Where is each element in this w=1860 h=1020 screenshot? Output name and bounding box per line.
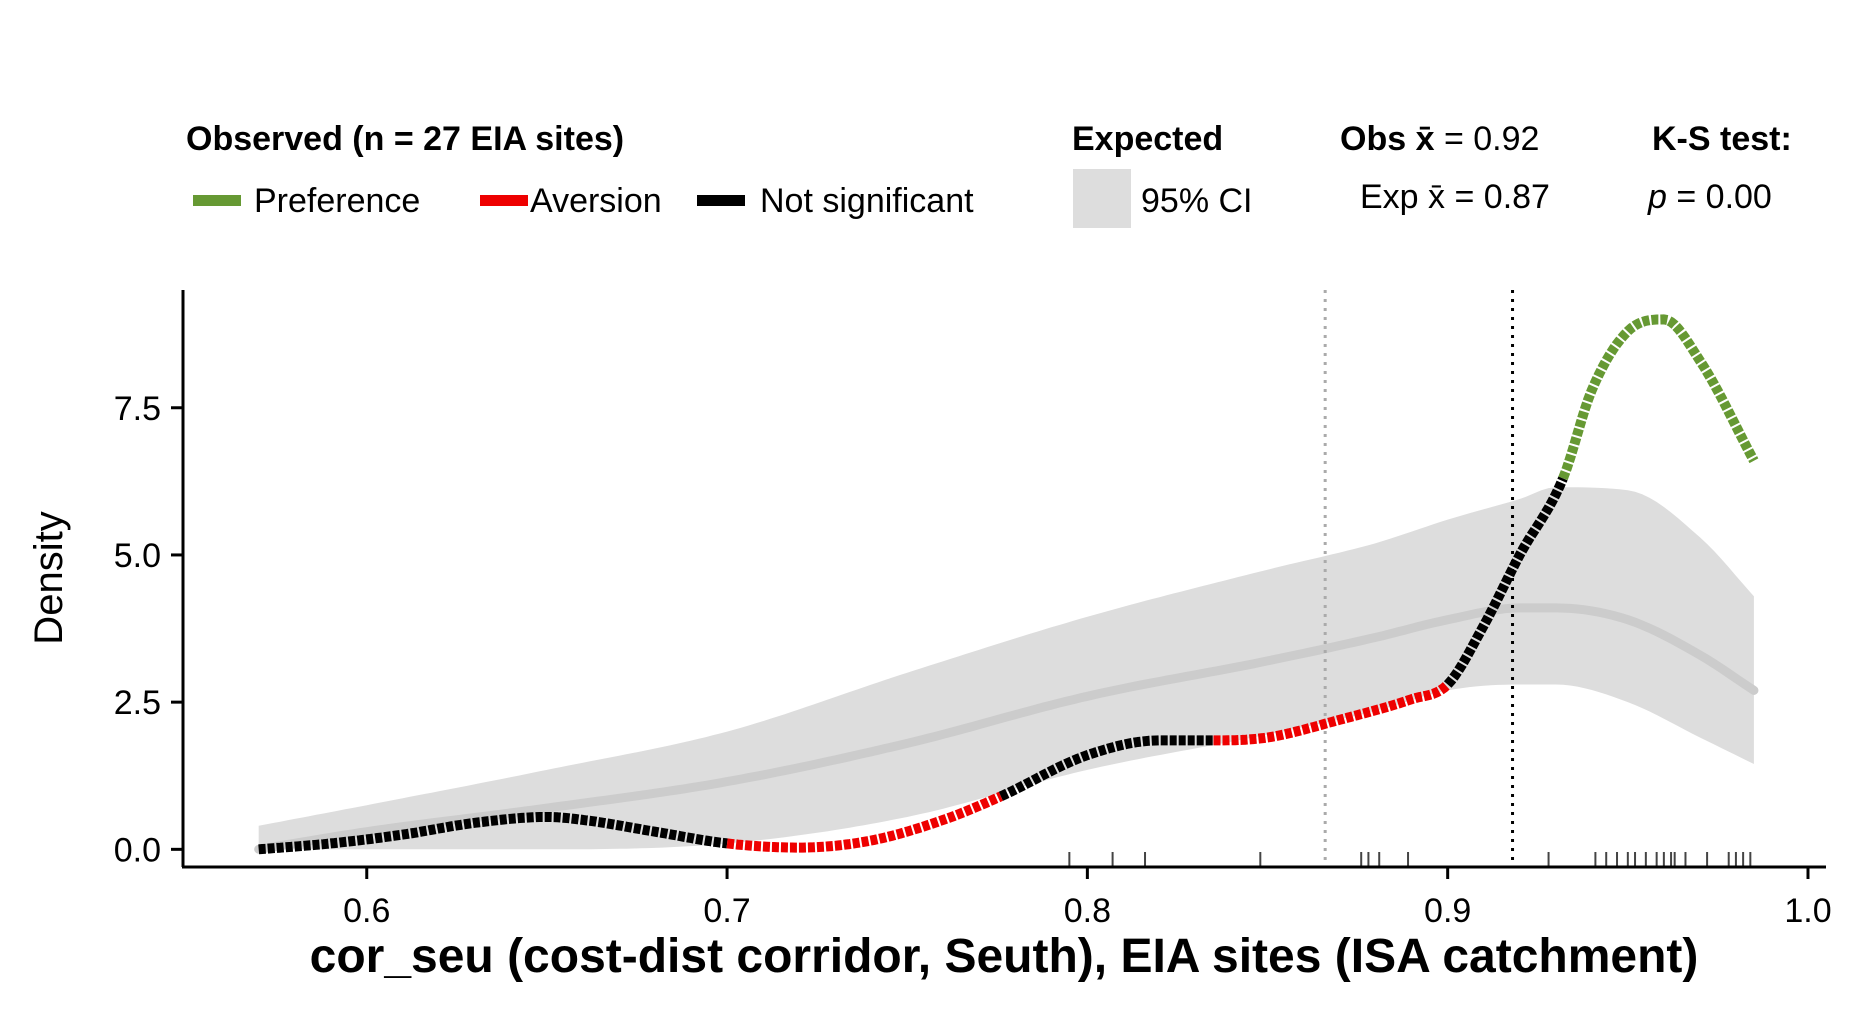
exp-mean-label: Exp x̄ = 0.87 (1360, 178, 1550, 216)
legend-swatch-aversion (480, 195, 528, 206)
ks-test-title: K-S test: (1652, 120, 1792, 158)
x-axis-title: cor_seu (cost-dist corridor, Seuth), EIA… (310, 930, 1699, 983)
legend-swatch-ci (1073, 169, 1131, 228)
observed-density-layer (257, 314, 1759, 855)
legend-label-preference: Preference (254, 182, 420, 220)
observed-segment-aversion (725, 791, 1003, 853)
x-tick-label: 0.6 (343, 892, 390, 930)
ci-band-layer (254, 487, 1759, 854)
observed-segment-not-significant (998, 735, 1215, 801)
expected-mean-line (254, 603, 1759, 854)
y-axis-title: Density (27, 511, 71, 644)
mean-lines-layer (1323, 290, 1515, 867)
y-tick-label: 5.0 (114, 537, 161, 575)
axes (181, 290, 1826, 869)
obs-mean-label: Obs x̄ = 0.92 (1340, 120, 1539, 158)
legend: Observed (n = 27 EIA sites) Preference A… (186, 120, 1792, 228)
y-tick-label: 2.5 (114, 684, 161, 722)
x-tick-label: 0.9 (1424, 892, 1471, 930)
x-tick-label: 0.8 (1064, 892, 1111, 930)
legend-label-ci: 95% CI (1141, 182, 1253, 220)
observed-segment-not-significant (257, 812, 729, 855)
legend-observed-title: Observed (n = 27 EIA sites) (186, 120, 624, 158)
x-tick-label: 0.7 (703, 892, 750, 930)
rug-layer (1068, 852, 1752, 867)
legend-label-not-significant: Not significant (760, 182, 974, 220)
x-ticks: 0.6 0.7 0.8 0.9 1.0 (343, 867, 1832, 930)
x-tick-label: 1.0 (1784, 892, 1831, 930)
y-tick-label: 0.0 (114, 831, 161, 869)
ci-band (258, 487, 1754, 850)
y-tick-label: 7.5 (114, 390, 161, 428)
y-ticks: 0.0 2.5 5.0 7.5 (114, 390, 183, 869)
observed-segment-preference (1558, 314, 1759, 481)
legend-swatch-not-significant (697, 195, 745, 206)
observed-segment-not-significant (1443, 476, 1568, 688)
ks-p-value: p = 0.00 (1647, 178, 1772, 216)
legend-label-aversion: Aversion (530, 182, 662, 220)
observed-segment-aversion (1212, 680, 1452, 746)
legend-expected-title: Expected (1072, 120, 1223, 158)
legend-swatch-preference (193, 195, 241, 206)
